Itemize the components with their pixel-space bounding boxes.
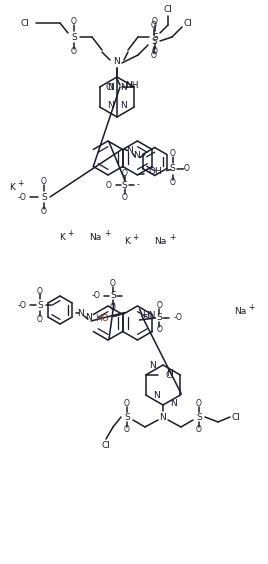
Text: +: + — [248, 302, 254, 311]
Text: O: O — [110, 303, 116, 312]
Text: O: O — [170, 149, 176, 158]
Text: -O: -O — [181, 164, 190, 173]
Text: Cl: Cl — [105, 82, 114, 91]
Text: N: N — [170, 399, 177, 408]
Text: O: O — [170, 178, 176, 187]
Text: Cl: Cl — [102, 440, 110, 450]
Text: Cl: Cl — [163, 6, 172, 15]
Text: N: N — [114, 58, 120, 67]
Text: O: O — [71, 47, 77, 56]
Text: N: N — [121, 83, 127, 92]
Text: Cl: Cl — [166, 371, 174, 380]
Text: O: O — [124, 399, 130, 408]
Text: O: O — [196, 425, 202, 434]
Text: N: N — [85, 314, 91, 323]
Text: N: N — [107, 83, 113, 92]
Text: +: + — [132, 233, 138, 243]
Text: S: S — [71, 33, 77, 42]
Text: O: O — [151, 21, 157, 30]
Text: +: + — [67, 230, 73, 239]
Text: +: + — [104, 230, 110, 239]
Text: S: S — [170, 164, 176, 173]
Text: O: O — [106, 180, 112, 190]
Text: O: O — [152, 47, 158, 56]
Text: O: O — [196, 399, 202, 408]
Text: N: N — [133, 151, 140, 160]
Text: HN: HN — [143, 311, 156, 320]
Text: NH: NH — [125, 82, 139, 90]
Text: HO: HO — [95, 314, 109, 323]
Text: S: S — [151, 37, 157, 46]
Text: O: O — [71, 17, 77, 27]
Text: O: O — [110, 280, 116, 289]
Text: O: O — [41, 178, 47, 187]
Text: S: S — [196, 412, 202, 421]
Text: -O: -O — [173, 314, 182, 323]
Text: N: N — [121, 102, 127, 111]
Text: S: S — [41, 192, 47, 201]
Text: -O: -O — [91, 292, 100, 301]
Text: OH: OH — [148, 168, 162, 177]
Text: N: N — [167, 369, 173, 378]
Text: -O: -O — [18, 192, 27, 201]
Text: N: N — [107, 102, 113, 111]
Text: O: O — [124, 425, 130, 434]
Text: +: + — [17, 178, 23, 187]
Text: O: O — [152, 17, 158, 27]
Text: Na: Na — [89, 233, 101, 243]
Text: S: S — [122, 180, 128, 190]
Text: O: O — [157, 325, 162, 334]
Text: O: O — [37, 287, 43, 296]
Text: Cl: Cl — [21, 19, 29, 28]
Text: Cl: Cl — [232, 412, 240, 421]
Text: N: N — [126, 146, 133, 155]
Text: -: - — [136, 180, 139, 190]
Text: S: S — [37, 301, 43, 310]
Text: K: K — [124, 237, 130, 246]
Text: O: O — [151, 51, 157, 60]
Text: K: K — [59, 233, 65, 243]
Text: S: S — [110, 292, 116, 301]
Text: Cl: Cl — [184, 20, 192, 29]
Text: S: S — [124, 412, 130, 421]
Text: Na: Na — [154, 237, 166, 246]
Text: O: O — [122, 169, 128, 178]
Text: N: N — [153, 391, 159, 400]
Text: Na: Na — [234, 306, 246, 315]
Text: S: S — [157, 314, 162, 323]
Text: O: O — [41, 208, 47, 217]
Text: N: N — [149, 362, 156, 371]
Text: -O: -O — [17, 301, 26, 310]
Text: N: N — [160, 412, 166, 421]
Text: O: O — [122, 192, 128, 201]
Text: O: O — [157, 302, 162, 311]
Text: +: + — [169, 233, 175, 243]
Text: K: K — [9, 183, 15, 192]
Text: N: N — [78, 309, 84, 318]
Text: S: S — [152, 33, 158, 42]
Text: O: O — [37, 315, 43, 324]
